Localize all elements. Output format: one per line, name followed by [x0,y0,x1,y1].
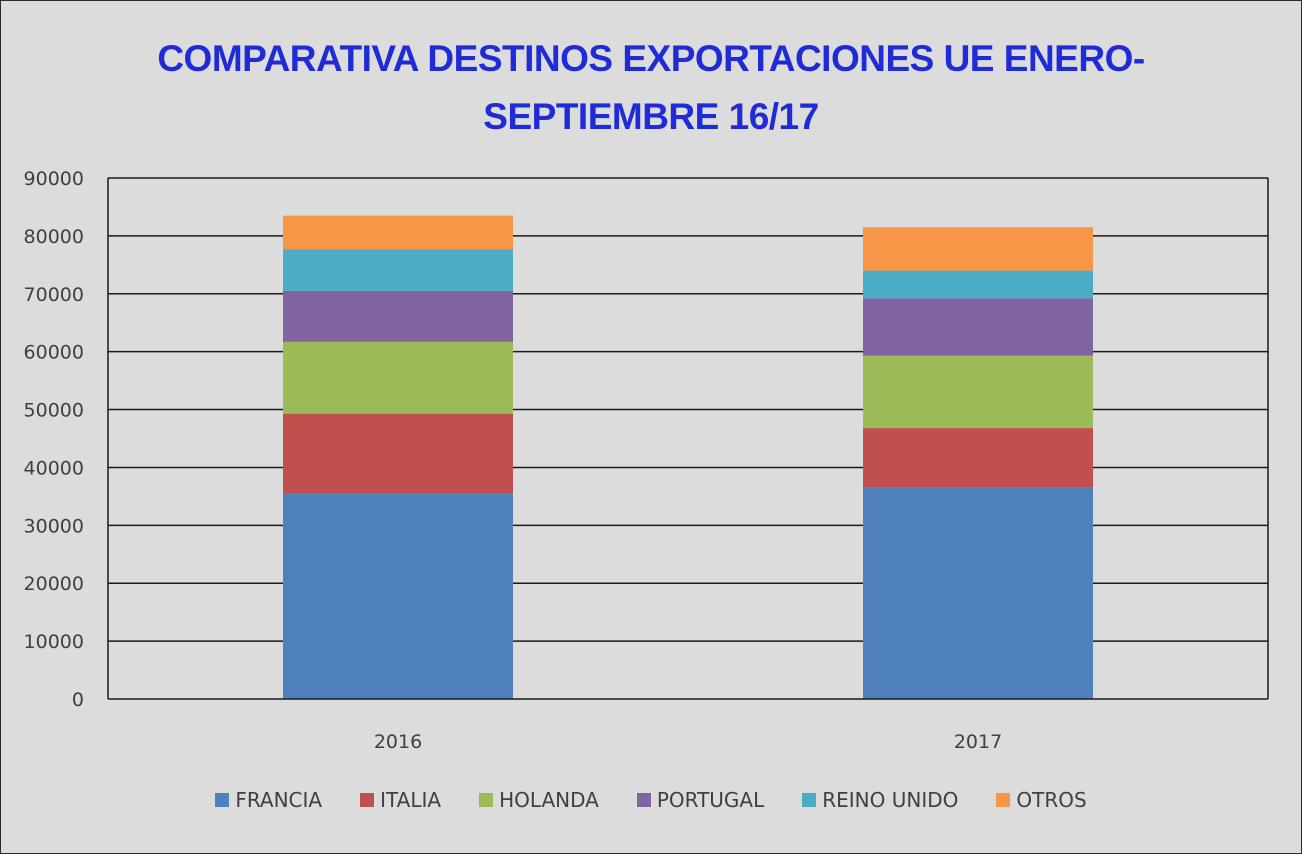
y-tick-label: 30000 [24,515,84,537]
bar-francia-2017 [863,487,1093,699]
bar-reino-unido-2017 [863,270,1093,299]
y-tick-label: 80000 [24,226,84,248]
legend-label: PORTUGAL [656,788,765,812]
legend-item-reino-unido: REINO UNIDO [802,788,958,812]
legend-swatch [215,793,230,807]
bar-portugal-2016 [283,290,513,342]
y-tick-label: 0 [72,689,84,711]
y-tick-label: 40000 [24,457,84,479]
legend-label: OTROS [1016,788,1087,812]
bar-otros-2017 [863,227,1093,271]
chart-title-line-2: SEPTIEMBRE 16/17 [483,96,819,137]
chart-legend: FRANCIA ITALIA HOLANDA PORTUGAL REINO UNIDO O… [0,788,1302,812]
legend-item-holanda: HOLANDA [479,788,599,812]
chart-title-line-1: COMPARATIVA DESTINOS EXPORTACIONES UE EN… [157,38,1145,79]
legend-swatch [636,793,651,807]
legend-label: REINO UNIDO [822,788,959,812]
legend-item-portugal: PORTUGAL [636,788,765,812]
legend-item-otros: OTROS [996,788,1087,812]
bar-holanda-2016 [283,341,513,414]
y-tick-label: 20000 [24,573,84,595]
legend-swatch [996,793,1011,807]
chart-title: COMPARATIVA DESTINOS EXPORTACIONES UE EN… [0,30,1302,146]
legend-swatch [360,793,375,807]
y-tick-label: 90000 [24,168,84,190]
y-tick-label: 60000 [24,342,84,364]
x-tick-label: 2017 [954,731,1002,753]
x-tick-label: 2016 [374,731,422,753]
y-tick-label: 10000 [24,631,84,653]
bar-holanda-2017 [863,355,1093,429]
legend-swatch [802,793,817,807]
bar-italia-2017 [863,428,1093,488]
bar-italia-2016 [283,413,513,494]
bar-portugal-2017 [863,298,1093,356]
bar-francia-2016 [283,493,513,699]
legend-item-francia: FRANCIA [215,788,322,812]
legend-item-italia: ITALIA [360,788,441,812]
bar-chart: 0 10000 20000 30000 40000 50000 60000 70000 8000… [24,168,1269,753]
legend-swatch [479,793,494,807]
y-tick-label: 50000 [24,400,84,422]
legend-label: HOLANDA [499,788,599,812]
y-tick-label: 70000 [24,284,84,306]
bar-otros-2016 [283,215,513,250]
legend-label: ITALIA [380,788,442,812]
legend-label: FRANCIA [235,788,323,812]
bar-reino-unido-2016 [283,249,513,291]
